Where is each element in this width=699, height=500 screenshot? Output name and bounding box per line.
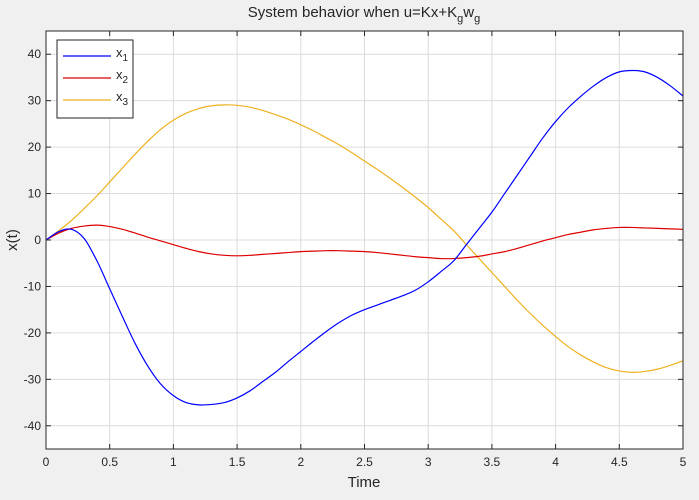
legend-entry-name: x (116, 67, 123, 82)
legend-entry-name: x (116, 45, 123, 60)
legend-box (56, 39, 134, 119)
legend-entry-subscript: 3 (123, 97, 129, 108)
legend-entry-x2: x2 (116, 67, 129, 86)
legend-entry-name: x (116, 89, 123, 104)
x-tick-label: 4 (552, 455, 559, 469)
x-tick-label: 4.5 (611, 455, 628, 469)
legend-entry-x3: x3 (116, 89, 129, 108)
y-tick-label: 30 (28, 94, 42, 108)
y-tick-label: -20 (24, 326, 42, 340)
y-tick-label: 10 (28, 187, 42, 201)
series-line-x1 (45, 69, 684, 406)
grid (45, 31, 684, 449)
series-line-x3 (45, 104, 684, 373)
y-tick-label: -10 (24, 279, 42, 293)
chart-title-mid: w (462, 4, 474, 21)
y-tick-label: 40 (28, 47, 42, 61)
y-tick-label: -40 (24, 419, 42, 433)
series-layer (45, 69, 684, 406)
y-tick-label: -30 (24, 372, 42, 386)
x-tick-label: 2.5 (356, 455, 373, 469)
legend-entry-x1: x1 (116, 45, 129, 64)
x-tick-label: 1.5 (229, 455, 246, 469)
x-tick-label: 0 (43, 455, 50, 469)
chart-title-main: System behavior when u=Kx+K (248, 4, 457, 21)
y-tick-label: 0 (34, 233, 41, 247)
x-tick-label: 3.5 (484, 455, 501, 469)
chart-title-subscript-2: g (474, 13, 480, 25)
x-tick-label: 1 (170, 455, 177, 469)
legend-entry-subscript: 1 (123, 53, 129, 64)
series-line-x2 (45, 224, 684, 260)
legend-entry-subscript: 2 (123, 75, 129, 86)
chart-title-subscript-1: g (457, 13, 463, 25)
x-tick-label: 3 (425, 455, 432, 469)
chart-title: System behavior when u=Kx+Kgwg (248, 4, 480, 25)
y-axis-label: x(t) (4, 229, 21, 251)
x-tick-label: 5 (680, 455, 687, 469)
x-axis-label: Time (348, 474, 381, 491)
y-tick-label: 20 (28, 140, 42, 154)
x-tick-label: 2 (297, 455, 304, 469)
x-tick-label: 0.5 (101, 455, 118, 469)
ticks: 0 0.5 1 1.5 2 2.5 3 3.5 4 4.5 5 -40 -30 -20 -10 0 10 20 30… (24, 31, 687, 469)
